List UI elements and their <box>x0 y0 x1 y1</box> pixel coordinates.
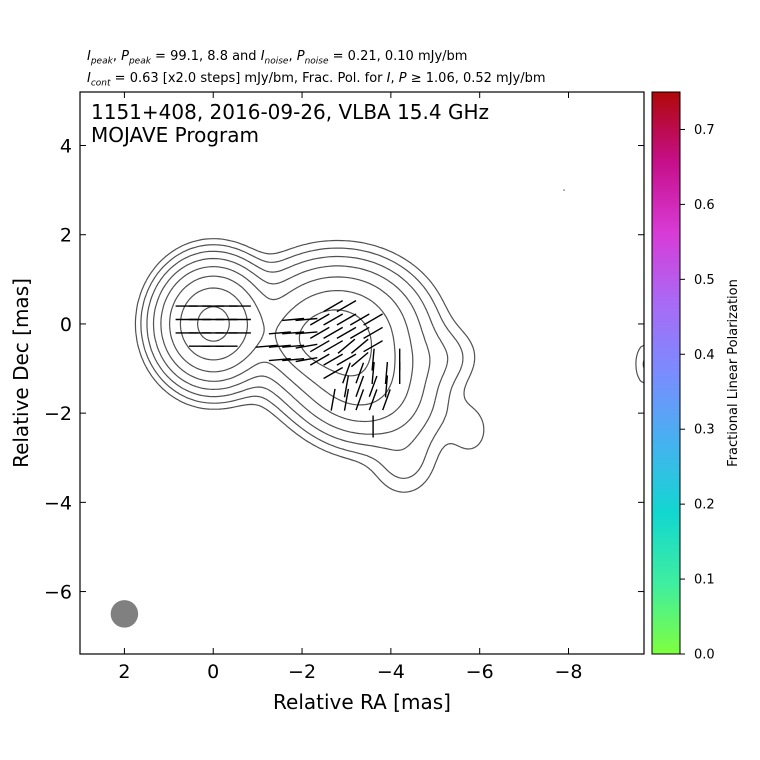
axis-tick-labels: 2 0 −2 −4 −6 −8 4 2 0 −2 −4 −6 <box>44 136 583 683</box>
evpa-tick <box>350 338 369 354</box>
evpa-tick <box>343 375 350 398</box>
contour-speck <box>563 189 565 191</box>
contour-level <box>160 266 414 423</box>
evpa-tick <box>323 366 344 380</box>
evpa-tick <box>323 299 344 313</box>
evpa-tick <box>371 361 375 385</box>
evpa-tick <box>343 388 350 411</box>
evpa-tick <box>342 362 351 384</box>
evpa-tick <box>382 389 391 411</box>
evpa-tick <box>268 358 291 362</box>
evpa-tick <box>309 353 330 366</box>
colorbar-tick-label: 0.6 <box>694 198 715 213</box>
evpa-tick <box>255 344 278 348</box>
evpa-tick <box>363 326 383 340</box>
evpa-tick <box>323 313 344 326</box>
contour-level <box>146 250 449 451</box>
evpa-ticks <box>175 299 401 438</box>
colorbar-tick-label: 0.1 <box>694 573 715 588</box>
contour-level <box>140 244 644 479</box>
chart-subtitle: MOJAVE Program <box>91 123 259 147</box>
y-tick-label: −4 <box>44 492 72 514</box>
evpa-tick <box>309 313 330 326</box>
x-tick-label: −8 <box>554 661 582 683</box>
evpa-tick <box>295 343 318 349</box>
plot-frame <box>79 91 645 655</box>
contour-level <box>169 275 396 406</box>
beam-ellipse <box>110 600 139 628</box>
colorbar-ticks: 0.0 0.1 0.2 0.3 0.4 0.5 0.6 0.7 <box>680 123 715 663</box>
contour-level <box>152 257 431 435</box>
evpa-tick <box>336 326 357 340</box>
evpa-tick <box>349 326 370 340</box>
colorbar-tick-label: 0.5 <box>694 273 715 288</box>
evpa-tick <box>268 331 291 335</box>
evpa-tick <box>282 317 305 322</box>
evpa-tick <box>282 344 305 348</box>
y-tick-label: 4 <box>60 136 72 158</box>
evpa-tick <box>350 351 369 368</box>
evpa-tick <box>336 299 357 313</box>
evpa-tick <box>337 338 356 354</box>
evpa-tick <box>268 344 291 348</box>
evpa-tick <box>384 375 389 398</box>
evpa-tick <box>355 362 365 384</box>
evpa-tick <box>282 358 305 362</box>
evpa-tick <box>336 353 357 366</box>
evpa-tick <box>363 313 383 326</box>
colorbar-tick-label: 0.2 <box>694 498 715 513</box>
contour-level <box>179 287 373 377</box>
evpa-tick <box>282 331 305 335</box>
y-axis-label: Relative Dec [mas] <box>9 278 33 468</box>
colorbar-label: Fractional Linear Polarization <box>726 279 741 467</box>
y-tick-label: 0 <box>60 314 72 336</box>
evpa-tick <box>368 375 378 397</box>
y-tick-label: −6 <box>44 582 72 604</box>
evpa-tick <box>349 313 370 326</box>
evpa-tick <box>295 331 318 335</box>
evpa-tick <box>336 313 357 326</box>
evpa-tick <box>323 353 344 366</box>
beam-shape <box>110 600 139 628</box>
evpa-tick <box>309 326 330 340</box>
evpa-tick <box>371 348 375 371</box>
evpa-tick <box>330 388 336 411</box>
x-axis-label: Relative RA [mas] <box>273 690 451 714</box>
evpa-tick <box>368 389 378 411</box>
x-tick-label: 0 <box>207 661 219 683</box>
evpa-tick <box>323 340 344 353</box>
y-tick-label: 2 <box>60 225 72 247</box>
chart-title: 1151+408, 2016-09-26, VLBA 15.4 GHz <box>91 100 489 124</box>
stats-line-contours: Icont = 0.63 [x2.0 steps] mJy/bm, Frac. … <box>87 71 546 89</box>
x-tick-label: −4 <box>377 661 405 683</box>
evpa-tick <box>355 389 365 411</box>
x-tick-label: −2 <box>288 661 316 683</box>
evpa-tick <box>309 340 330 353</box>
evpa-tick <box>323 326 344 340</box>
colorbar <box>651 91 681 655</box>
colorbar-tick-label: 0.4 <box>694 348 715 363</box>
colorbar-tick-label: 0.7 <box>694 123 715 138</box>
evpa-tick <box>355 375 365 397</box>
evpa-tick <box>384 361 389 385</box>
x-tick-label: −6 <box>466 661 494 683</box>
evpa-tick <box>295 317 318 322</box>
axis-ticks <box>80 92 644 654</box>
evpa-tick <box>363 340 383 353</box>
contour-level <box>134 238 644 493</box>
intensity-contours <box>134 189 644 493</box>
stats-line-peaks-noise: Ipeak, Ppeak = 99.1, 8.8 and Inoise, Pno… <box>87 49 468 67</box>
evpa-tick <box>295 357 318 363</box>
y-tick-label: −2 <box>44 403 72 425</box>
colorbar-tick-label: 0.0 <box>694 648 715 663</box>
x-tick-label: 2 <box>118 661 130 683</box>
colorbar-tick-label: 0.3 <box>694 423 715 438</box>
